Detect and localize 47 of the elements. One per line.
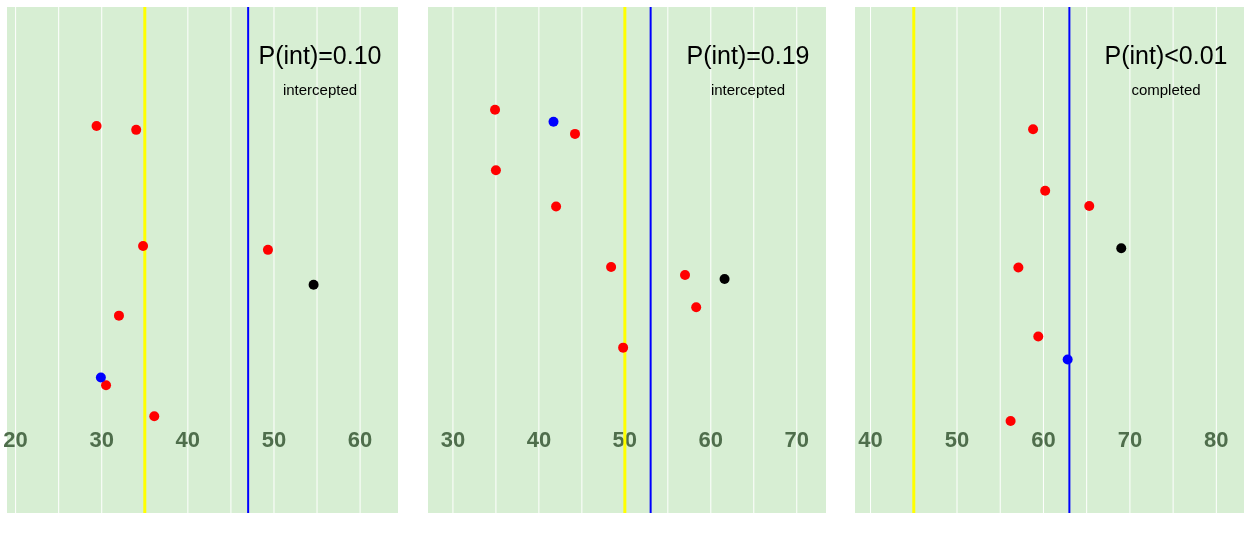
chart-subtitle: intercepted (282, 81, 358, 98)
chart-title: P(int)=0.10 (258, 41, 382, 69)
point (308, 279, 319, 290)
point (1033, 331, 1044, 342)
x-tick-label: 50 (944, 427, 970, 452)
point (1084, 201, 1095, 212)
point (606, 261, 617, 272)
point (548, 116, 559, 127)
point (490, 104, 501, 115)
point (1013, 262, 1024, 273)
chart-title: P(int)=0.19 (686, 41, 810, 69)
point (719, 274, 730, 285)
point (1062, 354, 1073, 365)
x-tick-label: 60 (1031, 427, 1056, 452)
point (91, 121, 102, 131)
chart-subtitle: intercepted (710, 81, 786, 98)
x-tick-label: 40 (175, 427, 201, 452)
x-tick-label: 40 (858, 427, 883, 452)
point (1005, 415, 1016, 426)
x-tick-label: 80 (1204, 427, 1229, 452)
point (138, 240, 149, 251)
point (1028, 124, 1039, 135)
x-tick-label: 70 (1117, 427, 1143, 452)
x-tick-label: 30 (89, 427, 114, 452)
point (262, 244, 273, 255)
point (691, 302, 702, 313)
point (101, 380, 112, 391)
point (490, 165, 501, 176)
point (113, 310, 124, 321)
point (618, 342, 629, 353)
x-tick-label: 60 (698, 427, 724, 452)
x-tick-label: 30 (440, 427, 466, 452)
point (680, 270, 691, 281)
point (1040, 185, 1051, 196)
x-tick-label: 40 (526, 427, 552, 452)
point (95, 372, 106, 383)
point (131, 124, 142, 135)
x-tick-label: 20 (3, 427, 28, 452)
x-tick-label: 50 (261, 427, 287, 452)
chart-subtitle: completed (1131, 81, 1201, 98)
x-tick-label: 60 (347, 427, 373, 452)
chart-title: P(int)<0.01 (1104, 41, 1228, 69)
point (569, 128, 580, 139)
x-tick-label: 70 (784, 427, 810, 452)
point (551, 201, 562, 212)
point (1116, 243, 1127, 254)
point (149, 411, 160, 422)
